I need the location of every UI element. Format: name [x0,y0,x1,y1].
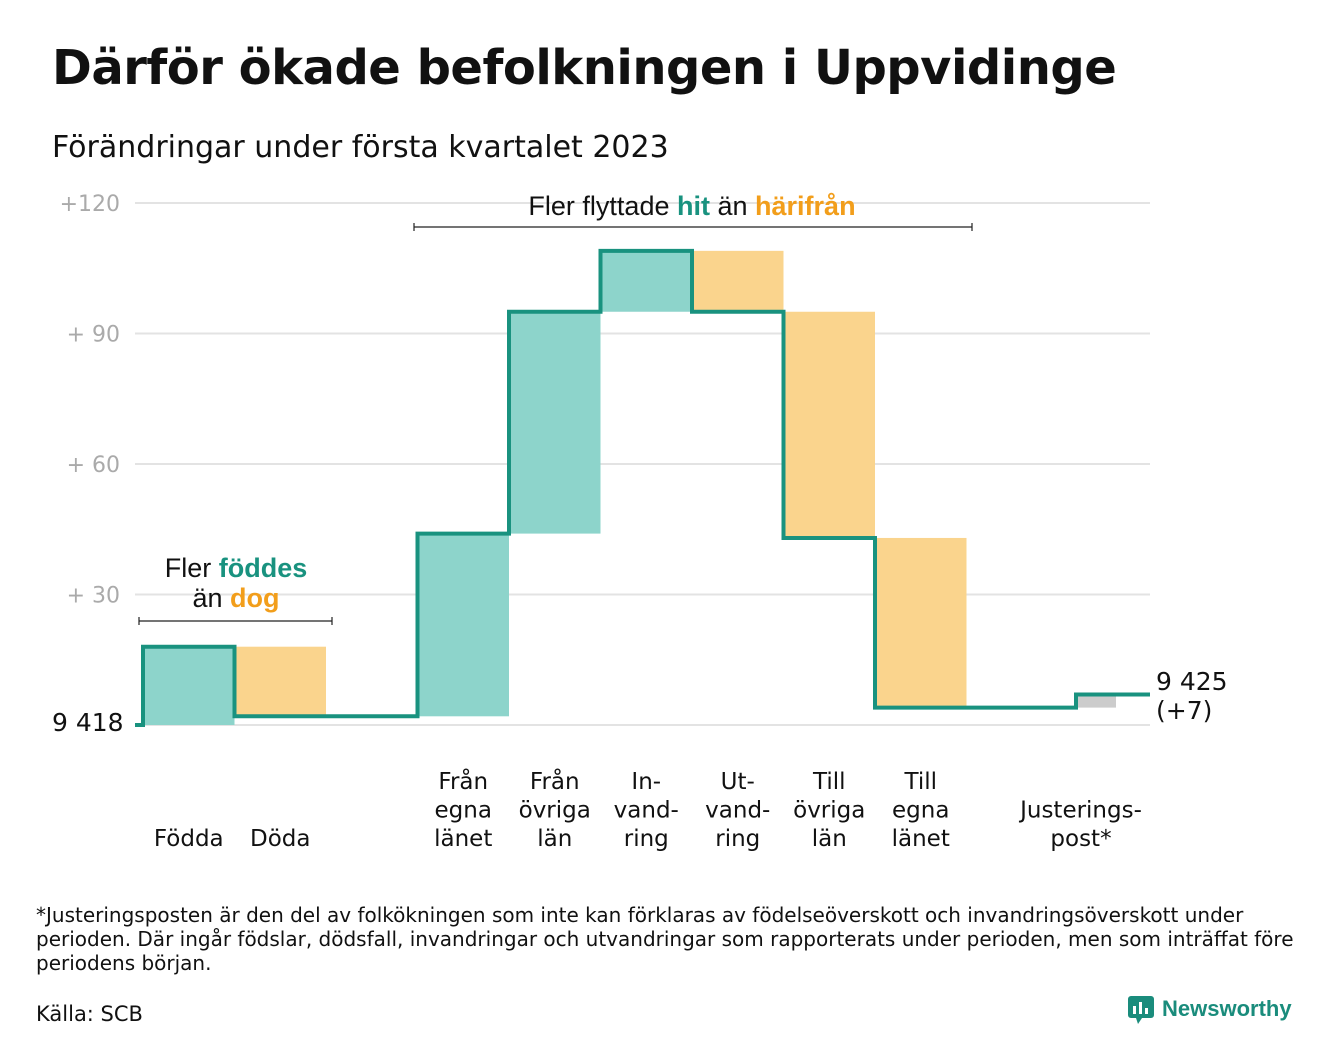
bar [234,646,326,717]
y-tick-labels: + 30 + 60 + 90 +120 [60,192,120,609]
annotation-run: föddes [219,553,308,583]
bar [875,537,967,708]
end-value-line: (+7) [1156,696,1212,725]
value-labels: 9 418 9 425 (+7) [52,667,1228,737]
category-label-line: ring [715,826,760,852]
footnote: *Justeringsposten är den del av folkökni… [36,903,1294,975]
end-value-label: 9 425 (+7) [1156,667,1228,725]
category-label-line: Till [903,769,937,795]
newsworthy-logo-icon [1128,996,1154,1024]
category-label: Till övriga län [793,769,865,852]
category-label-line: övriga [793,798,865,824]
bar [692,250,784,312]
bar [783,311,875,538]
category-label-line: post* [1050,826,1111,852]
category-label-line: länet [892,826,950,852]
category-label-line: övriga [519,798,591,824]
category-label-line: Från [438,767,488,795]
y-tick-label: +120 [60,192,120,217]
category-label-line: län [537,826,572,852]
category-label-line: ring [624,826,669,852]
annotation-text: Fler flyttade hit än härifrån [528,191,855,221]
category-label-line: Justerings- [1018,798,1142,824]
logo-text: Newsworthy [1162,996,1292,1021]
bar [509,311,601,534]
annotation-run: Fler [165,553,219,583]
y-tick-label: + 90 [67,323,120,348]
category-label-line: egna [435,798,492,824]
step-line-path [135,248,1150,727]
annotation-run: härifrån [755,191,856,221]
chart-title: Därför ökade befolkningen i Uppvidinge [52,40,1117,96]
newsworthy-logo: Newsworthy [1128,996,1292,1024]
annotation-text: Fler föddes [165,553,308,583]
bar [1076,694,1116,708]
y-tick-label: + 30 [67,584,120,609]
category-label: Döda [250,826,310,852]
bar [600,250,692,312]
category-label: Födda [154,826,224,852]
annotation-run: än [192,583,230,613]
category-label-line: In- [631,769,661,795]
category-label: In-vand-ring [614,769,679,852]
category-label: Justerings-post* [1018,798,1142,853]
annotation-text: än dog [192,583,279,613]
start-value-label: 9 418 [52,708,124,737]
grid-lines [135,202,1150,726]
annotation-run: Fler flyttade [528,191,677,221]
category-label: Till egna länet [892,769,950,852]
category-label-line: Döda [250,826,310,852]
category-label: Ut-vand-ring [705,769,770,852]
step-line [135,248,1150,727]
category-label-line: Till [812,769,846,795]
category-label-line: Från [530,767,580,795]
chart-subtitle: Förändringar under första kvartalet 2023 [52,130,669,165]
y-tick-label: + 60 [67,453,120,478]
category-label-line: vand- [614,798,679,824]
bars [143,250,1116,725]
category-label-line: vand- [705,798,770,824]
category-label: Från övriga län [519,767,591,852]
category-label-line: länet [434,826,492,852]
end-value-line: 9 425 [1156,667,1228,696]
category-label-line: län [812,826,847,852]
annotation-run: hit [677,191,710,221]
annotation-run: än [710,191,755,221]
category-label-line: Ut- [721,769,755,795]
category-label: Från egna länet [434,767,492,852]
category-label-line: egna [892,798,949,824]
category-label-line: Födda [154,826,224,852]
source-label: Källa: SCB [36,1002,143,1026]
bar [143,646,235,725]
annotation-run: dog [230,583,279,613]
bar [417,533,509,717]
